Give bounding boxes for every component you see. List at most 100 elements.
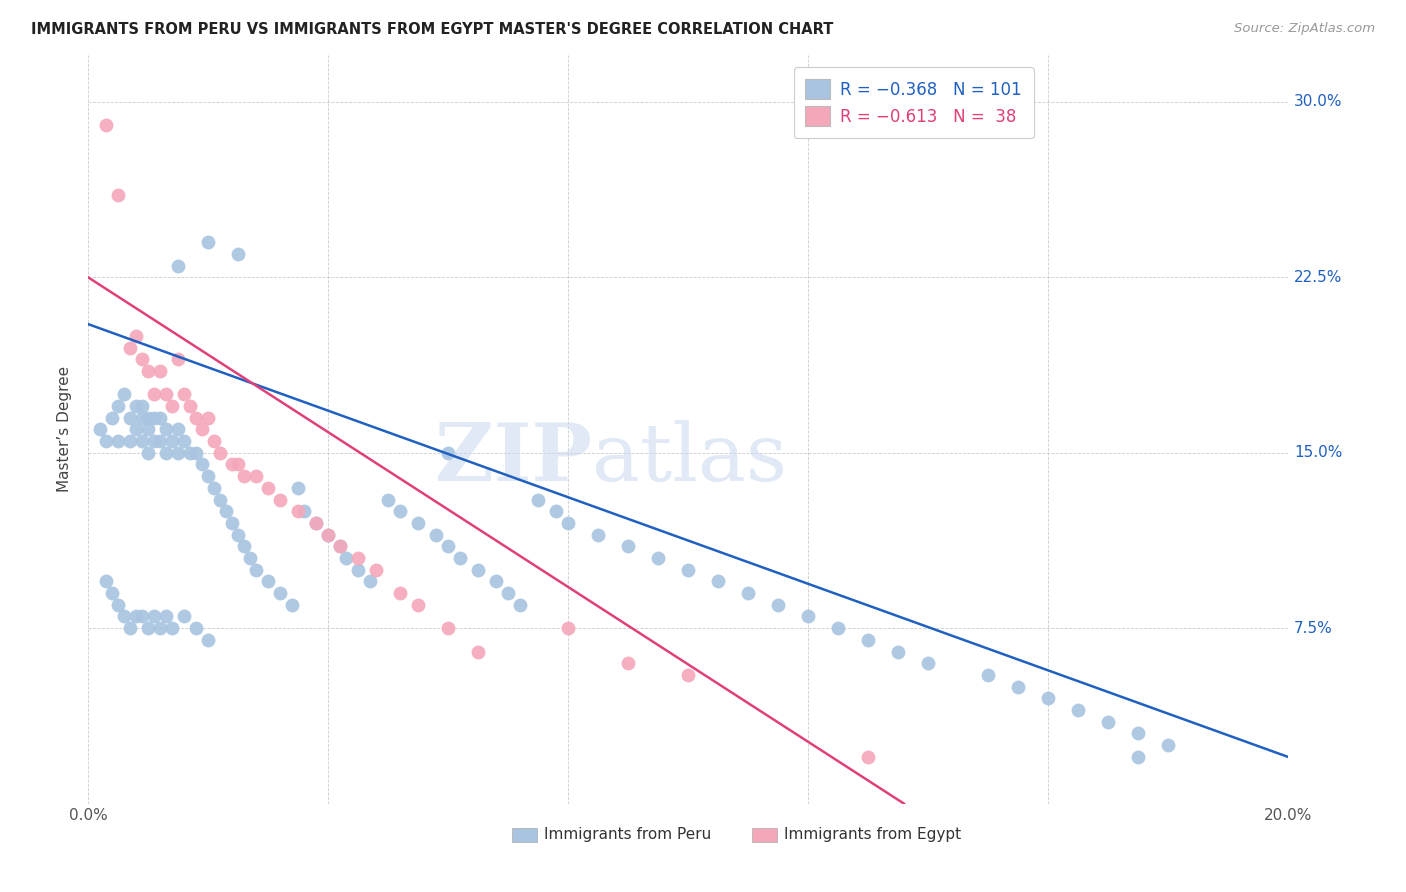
Point — [149, 364, 172, 378]
Point — [1067, 703, 1090, 717]
Point — [347, 551, 370, 566]
Point — [292, 504, 315, 518]
Point — [226, 247, 249, 261]
Point — [112, 609, 135, 624]
Point — [131, 399, 153, 413]
Point — [209, 446, 232, 460]
Point — [94, 434, 117, 448]
Point — [226, 458, 249, 472]
Point — [647, 551, 669, 566]
Point — [406, 516, 429, 530]
Point — [377, 492, 399, 507]
Point — [155, 446, 177, 460]
Point — [167, 259, 190, 273]
Text: 15.0%: 15.0% — [1294, 445, 1343, 460]
Point — [202, 434, 225, 448]
Point — [467, 563, 489, 577]
Point — [149, 621, 172, 635]
Point — [287, 504, 309, 518]
Point — [389, 504, 412, 518]
Point — [179, 399, 201, 413]
Point — [136, 364, 159, 378]
Point — [226, 527, 249, 541]
Point — [269, 492, 291, 507]
Point — [437, 539, 460, 553]
Point — [1126, 726, 1149, 740]
Point — [827, 621, 849, 635]
Point — [136, 621, 159, 635]
Text: Source: ZipAtlas.com: Source: ZipAtlas.com — [1234, 22, 1375, 36]
Point — [184, 621, 207, 635]
Legend: R = −0.368   N = 101, R = −0.613   N =  38: R = −0.368 N = 101, R = −0.613 N = 38 — [793, 67, 1033, 138]
Point — [167, 352, 190, 367]
Point — [120, 434, 142, 448]
Point — [335, 551, 357, 566]
Point — [364, 563, 387, 577]
Point — [257, 574, 280, 589]
Point — [257, 481, 280, 495]
Text: Immigrants from Egypt: Immigrants from Egypt — [785, 828, 962, 842]
Text: 7.5%: 7.5% — [1294, 621, 1333, 636]
Point — [1157, 738, 1180, 752]
Point — [329, 539, 352, 553]
Point — [316, 527, 339, 541]
Point — [496, 586, 519, 600]
Point — [160, 399, 183, 413]
Point — [245, 563, 267, 577]
Point — [107, 188, 129, 202]
Point — [131, 609, 153, 624]
Point — [191, 422, 214, 436]
Point — [215, 504, 238, 518]
Point — [131, 434, 153, 448]
Point — [233, 469, 256, 483]
Point — [197, 235, 219, 250]
Point — [389, 586, 412, 600]
Point — [316, 527, 339, 541]
Point — [977, 668, 1000, 682]
Y-axis label: Master’s Degree: Master’s Degree — [58, 367, 72, 492]
Point — [557, 621, 579, 635]
Point — [209, 492, 232, 507]
Point — [149, 410, 172, 425]
Point — [149, 434, 172, 448]
Point — [347, 563, 370, 577]
Point — [112, 387, 135, 401]
Point — [173, 434, 195, 448]
Point — [449, 551, 471, 566]
Point — [125, 422, 148, 436]
Text: IMMIGRANTS FROM PERU VS IMMIGRANTS FROM EGYPT MASTER'S DEGREE CORRELATION CHART: IMMIGRANTS FROM PERU VS IMMIGRANTS FROM … — [31, 22, 834, 37]
Point — [179, 446, 201, 460]
Point — [676, 668, 699, 682]
Point — [89, 422, 111, 436]
Point — [143, 410, 166, 425]
Point — [1126, 749, 1149, 764]
Point — [221, 458, 243, 472]
Point — [155, 422, 177, 436]
Point — [467, 644, 489, 658]
Point — [101, 586, 124, 600]
Point — [737, 586, 759, 600]
Point — [107, 399, 129, 413]
Point — [197, 632, 219, 647]
Point — [437, 446, 460, 460]
Point — [160, 434, 183, 448]
Point — [617, 539, 640, 553]
Point — [676, 563, 699, 577]
Point — [239, 551, 262, 566]
Point — [1036, 691, 1059, 706]
Point — [329, 539, 352, 553]
Point — [509, 598, 531, 612]
Point — [281, 598, 304, 612]
Point — [856, 632, 879, 647]
Point — [167, 422, 190, 436]
Point — [617, 657, 640, 671]
Point — [233, 539, 256, 553]
Point — [131, 352, 153, 367]
Point — [586, 527, 609, 541]
Point — [143, 609, 166, 624]
Point — [125, 399, 148, 413]
Point — [856, 749, 879, 764]
Point — [425, 527, 447, 541]
Point — [557, 516, 579, 530]
Point — [184, 410, 207, 425]
